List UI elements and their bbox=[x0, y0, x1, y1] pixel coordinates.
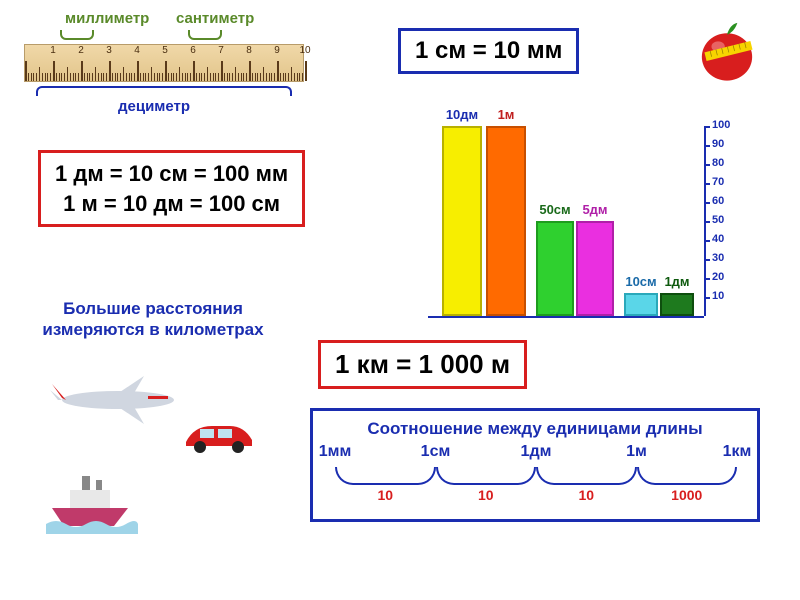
relation-unit: 1см bbox=[421, 443, 451, 461]
apple-ruler-icon bbox=[690, 14, 764, 88]
bar bbox=[536, 221, 574, 316]
relation-factor: 10 bbox=[377, 487, 393, 503]
box-cm-mm-text: 1 см = 10 мм bbox=[415, 37, 562, 64]
relation-arc bbox=[536, 467, 637, 485]
relation-factor: 10 bbox=[578, 487, 594, 503]
bar bbox=[624, 293, 658, 316]
bar-label: 10см bbox=[625, 274, 656, 289]
relation-factor: 1000 bbox=[671, 487, 702, 503]
bar-label: 1м bbox=[498, 107, 515, 122]
bar-label: 1дм bbox=[664, 274, 689, 289]
relation-arcs: 10 10 10 1000 bbox=[321, 467, 749, 507]
label-centimeter: сантиметр bbox=[176, 10, 254, 27]
bar bbox=[442, 126, 482, 316]
brace-cm bbox=[188, 30, 222, 40]
box-km-text: 1 км = 1 000 м bbox=[335, 349, 510, 379]
brace-mm bbox=[60, 30, 94, 40]
bar-label: 10дм bbox=[446, 107, 478, 122]
relation-arc bbox=[436, 467, 537, 485]
relation-units-row: 1мм 1см 1дм 1м 1км bbox=[321, 443, 749, 467]
km-caption-line2: измеряются в километрах bbox=[18, 319, 288, 340]
units-bar-chart: 10203040506070809010010дм1м50см5дм10см1д… bbox=[428, 126, 738, 316]
relation-arc bbox=[335, 467, 436, 485]
box-dm-m-line1: 1 дм = 10 см = 100 мм bbox=[55, 159, 288, 189]
label-decimeter: дециметр bbox=[118, 98, 190, 115]
bar bbox=[486, 126, 526, 316]
label-millimeter: миллиметр bbox=[65, 10, 149, 27]
relation-arc bbox=[637, 467, 738, 485]
bar bbox=[576, 221, 614, 316]
ruler-graphic: 12345678910 bbox=[24, 44, 304, 82]
bar-label: 5дм bbox=[582, 202, 607, 217]
relation-unit: 1дм bbox=[521, 443, 552, 461]
box-km: 1 км = 1 000 м bbox=[318, 340, 527, 389]
relation-unit: 1м bbox=[626, 443, 647, 461]
bar-label: 50см bbox=[539, 202, 570, 217]
airplane-icon bbox=[48, 370, 188, 426]
box-dm-m: 1 дм = 10 см = 100 мм 1 м = 10 дм = 100 … bbox=[38, 150, 305, 227]
relation-unit: 1км bbox=[723, 443, 752, 461]
relation-title: Соотношение между единицами длины bbox=[321, 419, 749, 439]
relation-box: Соотношение между единицами длины 1мм 1см… bbox=[310, 408, 760, 522]
relation-factor: 10 bbox=[478, 487, 494, 503]
km-caption-line1: Большие расстояния bbox=[18, 298, 288, 319]
brace-dm bbox=[36, 86, 292, 96]
relation-unit: 1мм bbox=[319, 443, 352, 461]
ship-icon bbox=[42, 464, 138, 534]
car-icon bbox=[180, 416, 258, 456]
bar bbox=[660, 293, 694, 316]
km-caption: Большие расстояния измеряются в километр… bbox=[18, 298, 288, 341]
box-cm-mm: 1 см = 10 мм bbox=[398, 28, 579, 74]
box-dm-m-line2: 1 м = 10 дм = 100 см bbox=[55, 189, 288, 219]
